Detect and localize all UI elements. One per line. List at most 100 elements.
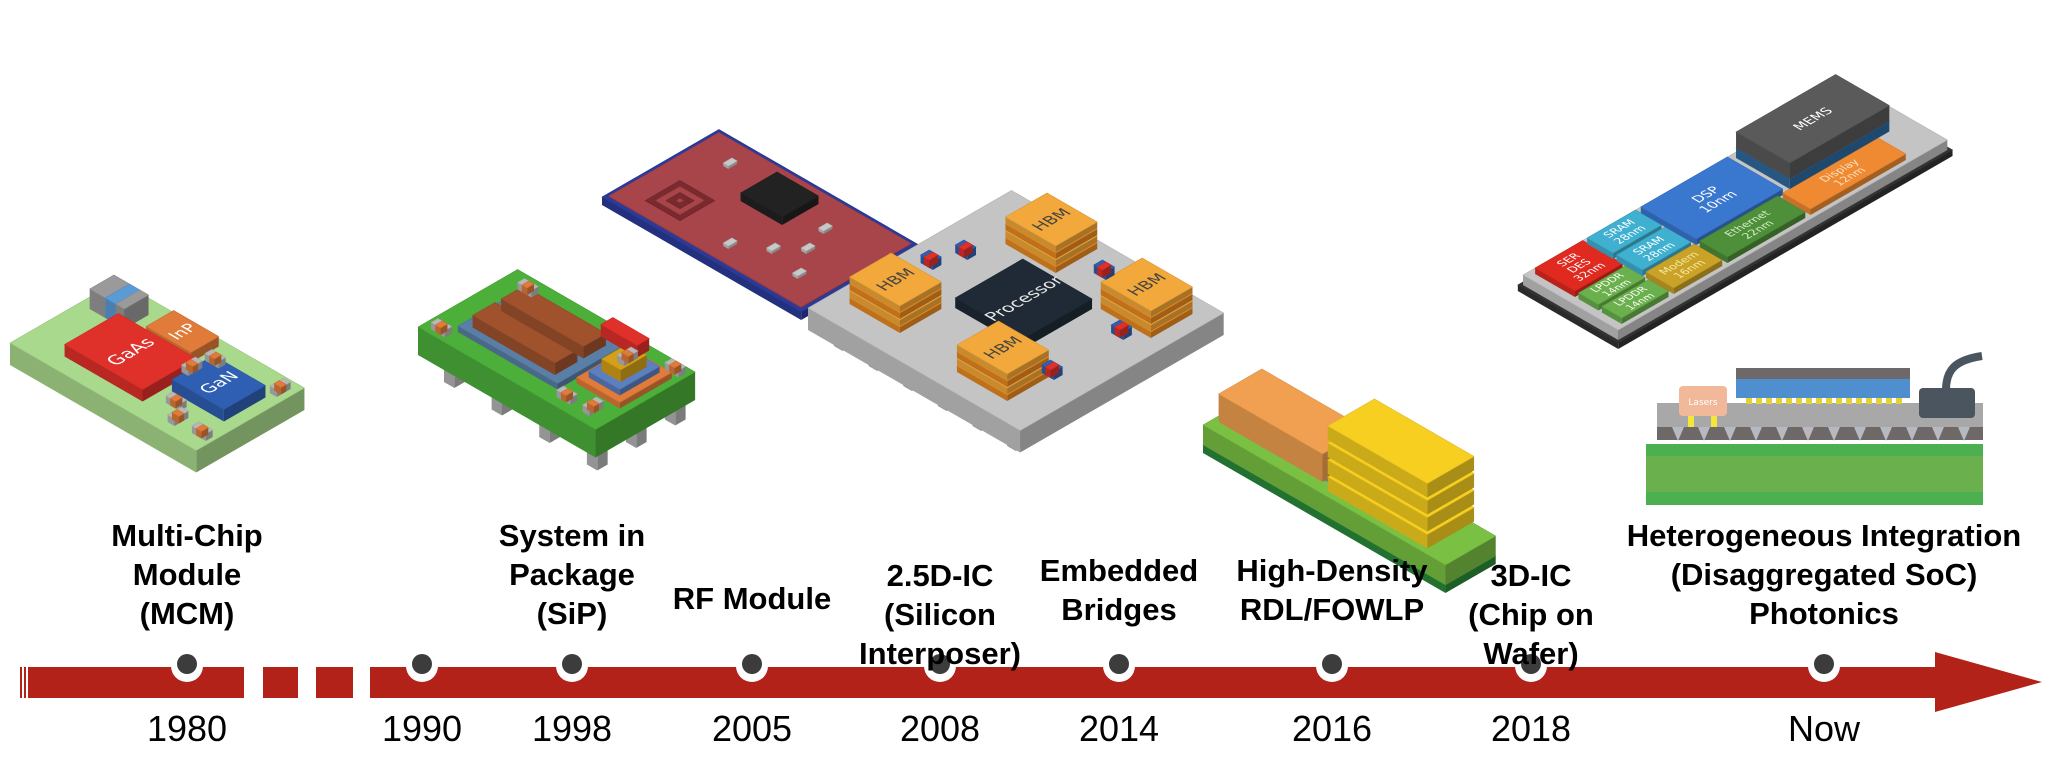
chip-top (586, 399, 600, 407)
chip-side (1640, 207, 1697, 245)
micro-bump (1846, 398, 1852, 404)
chip-side (531, 286, 539, 298)
arrow-body (370, 652, 2042, 712)
spiral-inductor (675, 198, 685, 203)
chip-side (171, 412, 179, 424)
chip-side (1736, 148, 1790, 189)
chip-top (722, 237, 738, 247)
chip-top (620, 349, 635, 357)
timeline-year: 1990 (381, 708, 463, 749)
photonic-ic (1736, 379, 1910, 398)
chip-top (1044, 361, 1060, 371)
micro-bump (1836, 398, 1842, 404)
timeline-year: 1980 (146, 708, 228, 749)
micro-bump (1896, 398, 1902, 404)
chip-top (675, 198, 685, 203)
timeline-milestone-label: High-Density RDL/FOWLP (1236, 551, 1427, 629)
smd-component (668, 360, 682, 375)
c4-bump (1906, 427, 1918, 441)
timeline-milestone-label: System in Package (SiP) (499, 516, 645, 633)
chip-side (1007, 357, 1049, 387)
arrow-tail-stripe (20, 667, 22, 698)
chip-side (1005, 231, 1056, 266)
chip-side (1119, 325, 1129, 338)
arrow-break-segment (263, 667, 298, 698)
micro-bump (1856, 398, 1862, 404)
smd-component (521, 280, 535, 295)
chip-top (185, 359, 199, 367)
chip-side (766, 248, 772, 254)
chip-side (823, 226, 833, 234)
chip-side (583, 333, 606, 359)
chip-top (1100, 257, 1194, 312)
hbm-layer: HBM (848, 252, 942, 312)
capacitor (958, 241, 974, 258)
chip-side (457, 326, 558, 390)
chip-top (145, 310, 220, 353)
chip-top (668, 360, 682, 369)
arrow-tail-stripe (24, 667, 26, 698)
memory-stack-layer (1327, 398, 1475, 498)
micro-bump (1806, 398, 1812, 404)
chip-side (201, 427, 209, 439)
chip-side (1618, 140, 1948, 340)
chip-side (595, 372, 696, 458)
display-chiplet: Display12nm (1782, 137, 1907, 215)
timeline-marker (1521, 654, 1541, 674)
chip-side (1789, 105, 1890, 179)
chip-side (1024, 299, 1093, 348)
arrow-break-segment (316, 667, 353, 698)
chip-side (1578, 293, 1599, 311)
chip-side (1007, 364, 1049, 394)
timeline-marker (742, 654, 762, 674)
chip-side (196, 388, 305, 473)
chip-side (1517, 285, 1619, 349)
milestone-label-line: (Chip on (1468, 597, 1594, 632)
milestone-label-line: High-Density (1236, 553, 1428, 588)
chip-side (602, 197, 802, 320)
chip-side (620, 355, 647, 382)
timeline-year: Now (1787, 708, 1861, 749)
timeline-marker (930, 654, 950, 674)
chip-side (1789, 121, 1890, 189)
c4-bump (1672, 427, 1684, 441)
micro-bump (1796, 398, 1802, 404)
laser-chip (1679, 386, 1727, 416)
micro-bump (1786, 398, 1792, 404)
micro-bump (1776, 398, 1782, 404)
lpddr-chiplet: LPDDR14nm (1601, 279, 1670, 324)
smd-component (185, 359, 199, 374)
chip-side (956, 345, 1008, 380)
chip-side (1327, 443, 1428, 515)
chip-side (1055, 222, 1098, 252)
chip-top (169, 394, 183, 402)
chip-side (674, 364, 682, 375)
fiber-connector (1919, 388, 1975, 418)
chip-top (791, 267, 807, 277)
chip-side (1810, 154, 1906, 215)
chip-side (932, 257, 942, 270)
chip-side (728, 161, 738, 169)
chip-side (1327, 460, 1428, 532)
milestone-label-line: Embedded (1039, 553, 1199, 588)
smd-component (208, 351, 222, 366)
chip-side (782, 196, 819, 225)
timeline-milestone-label: Heterogeneous Integration (Disaggregated … (1627, 516, 2021, 633)
smd-component (169, 394, 183, 409)
milestone-label-line: (Silicon (884, 597, 996, 632)
capacitor (1113, 321, 1130, 338)
lasers-label: Lasers (1688, 398, 1717, 408)
chip-side (1055, 236, 1098, 266)
chip-side (501, 299, 584, 359)
chip-side (723, 163, 729, 169)
inp-chip: InP (145, 310, 220, 363)
chip-side (1427, 507, 1475, 549)
chip-side (1150, 294, 1193, 324)
micro-bump (1766, 398, 1772, 404)
chip-side (899, 289, 942, 319)
chip-top (739, 171, 820, 218)
chip-side (582, 405, 590, 416)
timeline-milestone-label: Multi-Chip Module (MCM) (111, 516, 263, 633)
micro-bump (1866, 398, 1872, 404)
